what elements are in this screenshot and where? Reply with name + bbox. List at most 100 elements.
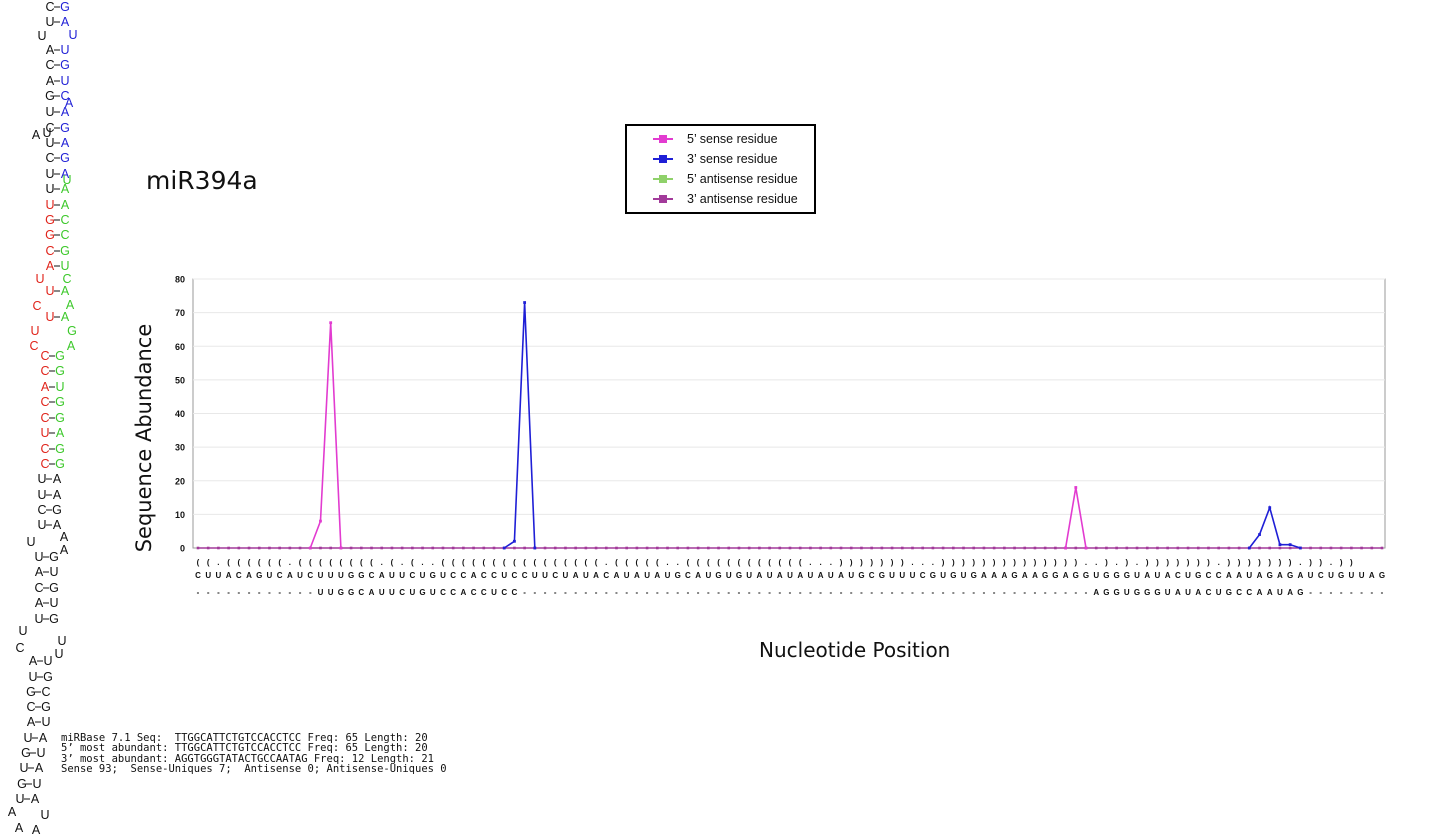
baseline-point — [849, 546, 853, 550]
x-tick-label: U — [848, 571, 854, 580]
x-tick-label: A — [460, 588, 466, 597]
x-tick-label: G — [1103, 571, 1109, 580]
base-3prime: A — [61, 15, 70, 29]
x-tick-label: U — [828, 571, 834, 580]
x-tick-label: - — [901, 588, 904, 597]
unpaired-base: U — [18, 624, 27, 638]
base-3prime: G — [55, 411, 65, 425]
baseline-point — [900, 546, 904, 550]
base-5prime: U — [45, 105, 54, 119]
base-3prime: G — [55, 349, 65, 363]
baseline-point — [727, 546, 731, 550]
x-tick-label: U — [389, 588, 395, 597]
precursor-hairpin-structure: C GU AA UC GA UG CU AC GU AC GU AU AU AG CG CC GA UU AU AC G… — [8, 0, 78, 837]
baseline-point — [1339, 546, 1343, 550]
data-point — [319, 519, 322, 523]
x-tick-label: C — [1318, 571, 1324, 580]
x-tick-label: G — [1379, 571, 1385, 580]
x-tick-label: . — [217, 558, 219, 567]
baseline-point — [1074, 546, 1078, 550]
base-5prime: C — [40, 395, 49, 409]
base-5prime: U — [45, 182, 54, 196]
baseline-point — [656, 546, 659, 550]
base-5prime: G — [17, 777, 27, 791]
x-tick-label: ) — [962, 558, 965, 567]
x-tick-label: - — [972, 588, 975, 597]
base-5prime: U — [45, 136, 54, 150]
x-tick-label: G — [1144, 588, 1150, 597]
x-tick-label: - — [860, 588, 863, 597]
baseline-point — [594, 546, 598, 550]
x-tick-label: - — [891, 588, 894, 597]
x-tick-label: ) — [1340, 558, 1343, 567]
x-tick-label: - — [554, 588, 557, 597]
x-tick-label: C — [685, 571, 691, 580]
baseline-point — [686, 546, 690, 550]
unpaired-base: U — [42, 126, 51, 140]
data-point — [1247, 546, 1251, 550]
x-tick-label: . — [922, 558, 924, 567]
read-statistics: miRBase 7.1 Seq: TTGGCATTCTGTCCACCTCC Fr… — [61, 733, 447, 775]
base-3prime: G — [60, 0, 70, 14]
x-tick-label: G — [1011, 571, 1017, 580]
x-tick-label: A — [634, 571, 640, 580]
x-tick-label: U — [1348, 571, 1354, 580]
x-tick-label: - — [983, 588, 986, 597]
x-tick-label: - — [748, 588, 751, 597]
x-tick-label: G — [1124, 571, 1130, 580]
y-tick-label: 40 — [175, 409, 185, 419]
baseline-point — [819, 546, 822, 550]
x-tick-label: ( — [462, 558, 465, 567]
x-tick-label: U — [379, 588, 385, 597]
x-tick-label: A — [379, 571, 385, 580]
x-tick-label: C — [869, 571, 875, 580]
x-tick-label: ( — [554, 558, 557, 567]
unpaired-base: U — [68, 28, 77, 42]
baseline-point — [809, 546, 812, 550]
x-tick-label: C — [522, 571, 528, 580]
baseline-point — [911, 546, 914, 550]
y-tick-label: 80 — [175, 275, 185, 285]
x-tick-label: ( — [258, 558, 261, 567]
x-tick-label: - — [585, 588, 588, 597]
x-tick-label: A — [838, 571, 844, 580]
x-tick-label: ( — [197, 558, 200, 567]
unpaired-base: A — [32, 128, 41, 142]
x-tick-label: A — [756, 571, 762, 580]
base-3prime: A — [31, 792, 40, 806]
baseline-point — [1054, 546, 1057, 550]
x-tick-label: . — [911, 558, 913, 567]
x-tick-label: - — [289, 588, 292, 597]
baseline-point — [1176, 546, 1180, 550]
x-tick-label: C — [1175, 571, 1181, 580]
x-tick-label: ( — [472, 558, 475, 567]
baseline-point — [441, 546, 445, 550]
legend-label: 5’ antisense residue — [687, 172, 798, 186]
x-tick-label: U — [389, 571, 395, 580]
x-tick-label: G — [1052, 571, 1058, 580]
baseline-point — [768, 546, 771, 550]
baseline-point — [543, 546, 547, 550]
baseline-point — [952, 546, 955, 550]
baseline-point — [1207, 546, 1210, 550]
baseline-point — [288, 546, 292, 550]
x-tick-label: U — [563, 571, 569, 580]
x-tick-label: ) — [1207, 558, 1210, 567]
baseline-point — [737, 546, 741, 550]
x-tick-label: G — [1267, 571, 1273, 580]
base-3prime: U — [41, 715, 50, 729]
chart-title: miR394a — [146, 166, 258, 195]
x-tick-label: C — [369, 571, 375, 580]
x-tick-label: G — [1287, 571, 1293, 580]
x-tick-label: - — [687, 588, 690, 597]
base-3prime: G — [55, 442, 65, 456]
x-tick-label: ( — [585, 558, 588, 567]
x-tick-label: ( — [748, 558, 751, 567]
unpaired-base: U — [57, 634, 66, 648]
base-5prime: C — [45, 58, 54, 72]
baseline-point — [778, 546, 782, 550]
x-tick-label: ) — [1003, 558, 1006, 567]
x-tick-label: ) — [993, 558, 996, 567]
base-3prime: A — [61, 105, 70, 119]
x-tick-label: G — [1083, 571, 1089, 580]
